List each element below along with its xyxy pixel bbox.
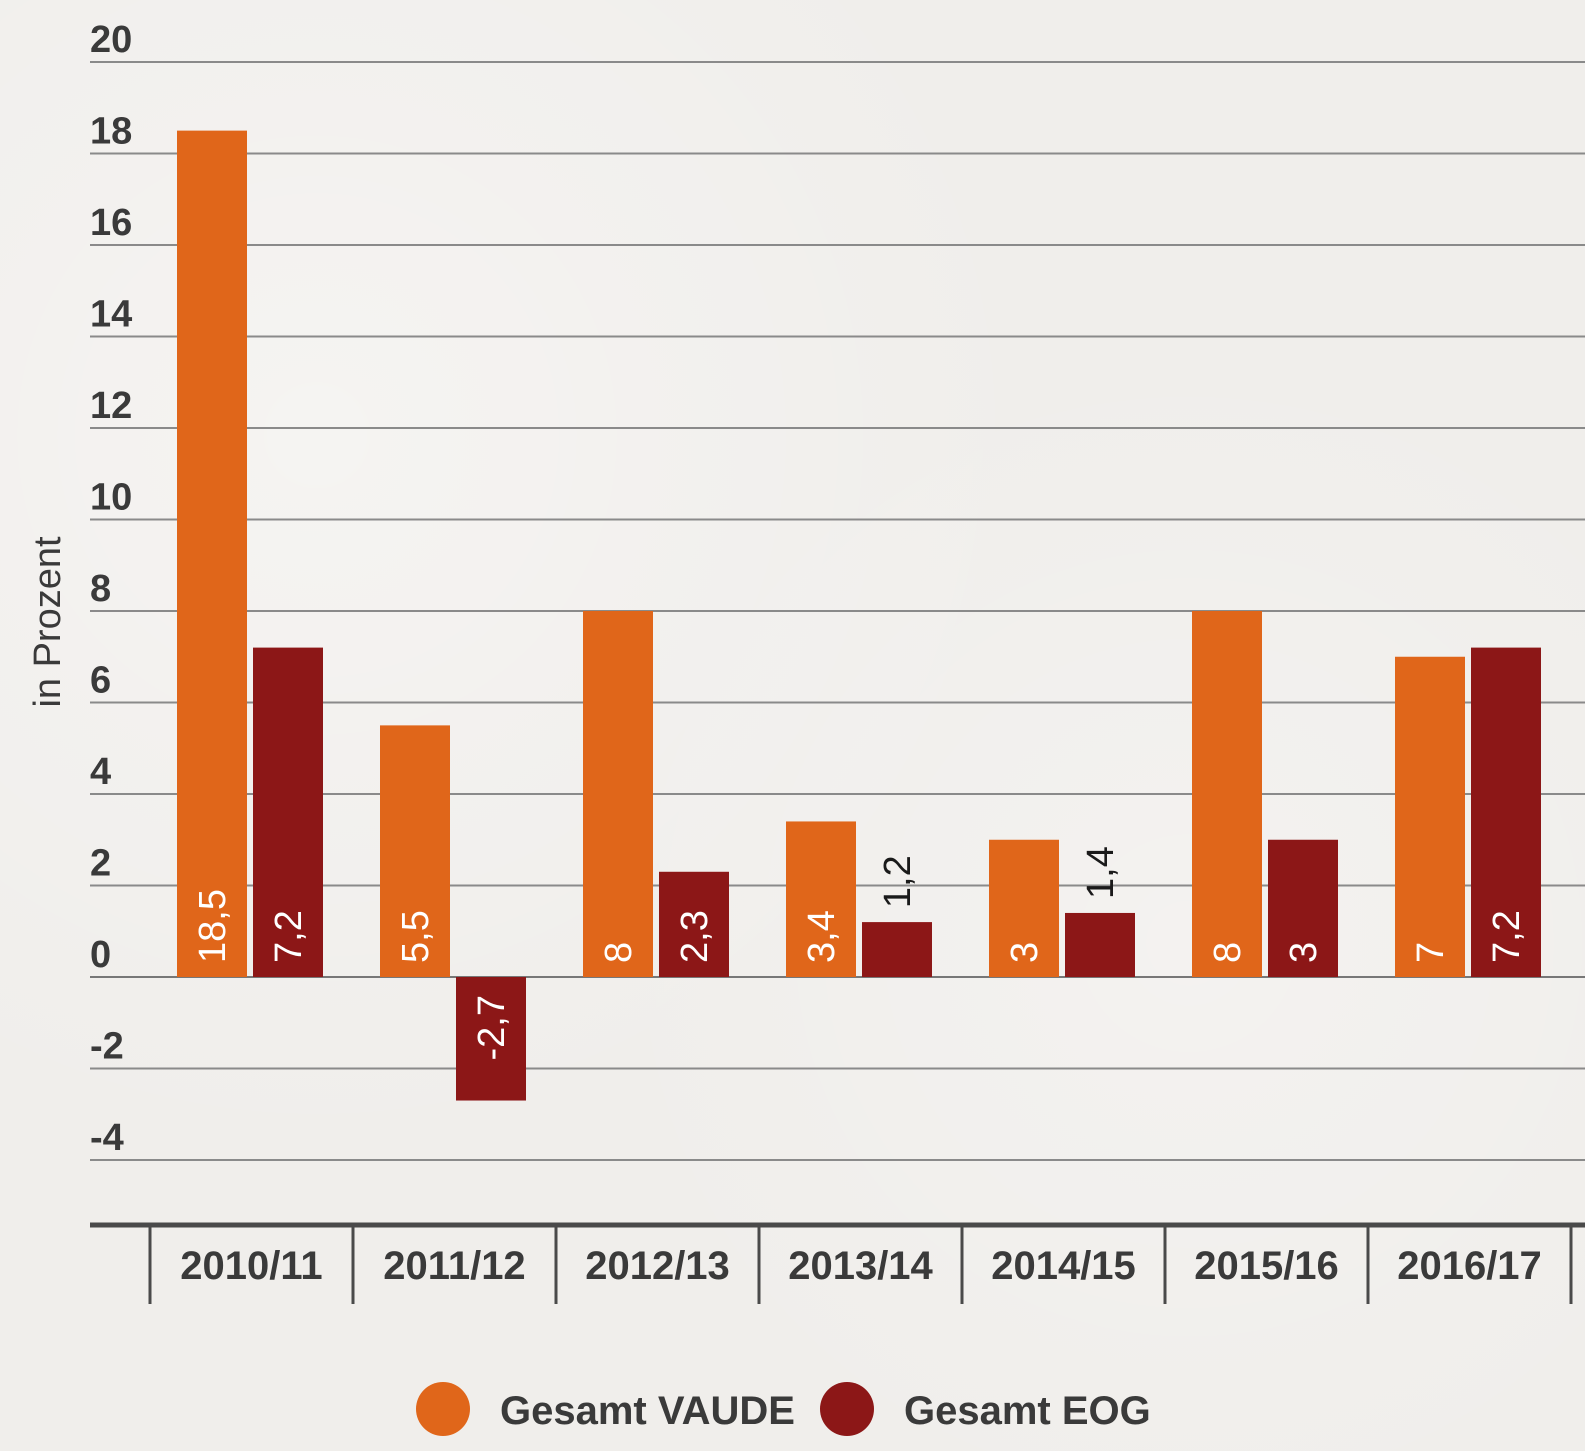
bar-value-label: 1,2 [877, 855, 919, 908]
bar-vaude [177, 131, 247, 977]
y-tick-label: 6 [90, 660, 111, 702]
bar-vaude [583, 611, 653, 977]
bar-value-label: 8 [598, 942, 640, 963]
y-axis-title: in Prozent [27, 536, 69, 708]
legend-swatch [820, 1382, 874, 1436]
gridlines [90, 62, 1585, 1160]
y-tick-label: 10 [90, 477, 132, 519]
y-tick-label: 8 [90, 568, 111, 610]
bar-value-label: 5,5 [395, 910, 437, 963]
bar-vaude [1395, 657, 1465, 977]
bars [177, 131, 1541, 1101]
bar-eog [1065, 913, 1135, 977]
x-tick-label: 2016/17 [1397, 1244, 1542, 1288]
y-tick-label: 4 [90, 751, 111, 793]
bar-value-label: 3 [1283, 942, 1325, 963]
bar-eog [862, 922, 932, 977]
y-tick-label: 18 [90, 111, 132, 153]
y-tick-label: 14 [90, 294, 132, 336]
bar-value-label: 7 [1410, 942, 1452, 963]
y-tick-label: -4 [90, 1117, 124, 1159]
y-tick-label: -2 [90, 1026, 124, 1068]
bar-vaude [1192, 611, 1262, 977]
bar-value-label: 7,2 [1486, 910, 1528, 963]
bar-value-label: 7,2 [268, 910, 310, 963]
bar-value-label: 1,4 [1080, 846, 1122, 899]
bar-value-label: 2,3 [674, 910, 716, 963]
x-tick-label: 2015/16 [1194, 1244, 1339, 1288]
y-tick-label: 20 [90, 19, 132, 61]
x-tick-label: 2014/15 [991, 1244, 1136, 1288]
legend-label: Gesamt EOG [904, 1389, 1151, 1433]
y-tick-label: 16 [90, 202, 132, 244]
legend-label: Gesamt VAUDE [500, 1389, 795, 1433]
x-axis: 2010/11 2011/12 2012/13 2013/14 2014/15 2015/… [90, 1225, 1585, 1304]
x-tick-label: 2011/12 [383, 1244, 525, 1288]
bar-value-label: -2,7 [471, 995, 513, 1060]
bar-value-label: 18,5 [192, 889, 234, 963]
y-tick-label: 12 [90, 385, 132, 427]
bar-value-label: 3,4 [801, 910, 843, 963]
x-tick-label: 2012/13 [585, 1244, 730, 1288]
bar-value-label: 3 [1004, 942, 1046, 963]
y-tick-label: 2 [90, 843, 111, 885]
legend-swatch [416, 1382, 470, 1436]
y-tick-label: 0 [90, 934, 111, 976]
legend: Gesamt VAUDE Gesamt EOG [416, 1382, 1151, 1436]
x-tick-label: 2010/11 [180, 1244, 322, 1288]
bar-value-label: 8 [1207, 942, 1249, 963]
x-tick-label: 2013/14 [788, 1244, 933, 1288]
